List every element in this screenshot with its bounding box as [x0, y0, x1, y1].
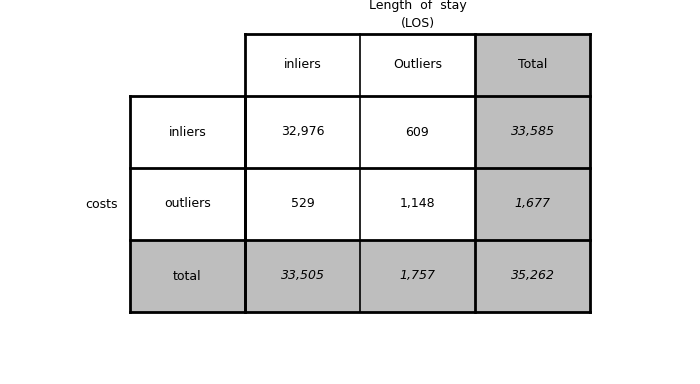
- Bar: [245, 168, 360, 240]
- Text: 33,585: 33,585: [510, 126, 554, 139]
- Bar: [475, 96, 590, 168]
- Text: 32,976: 32,976: [281, 126, 324, 139]
- Text: Total: Total: [518, 58, 547, 71]
- Text: inliers: inliers: [284, 58, 321, 71]
- Text: Outliers: Outliers: [393, 58, 442, 71]
- Text: 609: 609: [405, 126, 429, 139]
- Bar: [245, 96, 360, 168]
- Bar: [245, 240, 360, 312]
- Text: Length  of  stay: Length of stay: [369, 0, 466, 12]
- Bar: [245, 34, 360, 96]
- Text: 1,757: 1,757: [400, 270, 435, 283]
- Bar: [360, 34, 475, 96]
- Bar: [475, 240, 590, 312]
- Bar: [360, 240, 475, 312]
- Text: 33,505: 33,505: [281, 270, 325, 283]
- Bar: [130, 168, 245, 240]
- Bar: [130, 240, 245, 312]
- Text: outliers: outliers: [164, 197, 211, 210]
- Text: total: total: [173, 270, 202, 283]
- Bar: [475, 168, 590, 240]
- Text: (LOS): (LOS): [400, 17, 435, 30]
- Text: 529: 529: [290, 197, 314, 210]
- Bar: [475, 34, 590, 96]
- Text: 35,262: 35,262: [510, 270, 554, 283]
- Text: inliers: inliers: [169, 126, 206, 139]
- Text: costs: costs: [85, 197, 118, 210]
- Text: 1,677: 1,677: [514, 197, 550, 210]
- Bar: [360, 168, 475, 240]
- Bar: [130, 96, 245, 168]
- Text: 1,148: 1,148: [400, 197, 435, 210]
- Bar: [360, 96, 475, 168]
